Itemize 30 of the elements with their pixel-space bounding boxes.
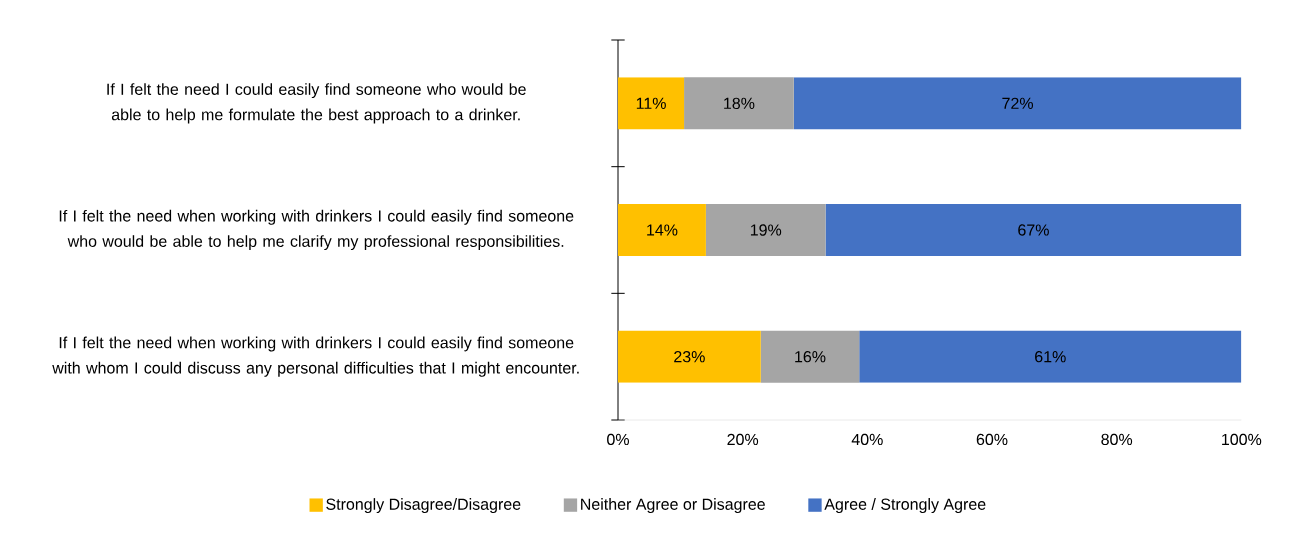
bar bbox=[618, 77, 685, 130]
bar bbox=[705, 204, 826, 256]
y-tick-label: If I felt the need when working with drinkers I could easily find someone with whom I could discuss any personal difficulties that I might encounter. bbox=[52, 336, 579, 377]
x-tick-label: 0% bbox=[607, 433, 629, 446]
bar bbox=[859, 330, 1242, 383]
data-label: 67% bbox=[1018, 224, 1049, 236]
data-label: 72% bbox=[1002, 97, 1034, 109]
data-label: 11% bbox=[636, 97, 666, 109]
data-label: 61% bbox=[1035, 351, 1066, 363]
bar bbox=[793, 77, 1242, 130]
bar bbox=[760, 330, 860, 383]
legend-label: Agree / Strongly Agree bbox=[824, 498, 986, 514]
y-tick-label: If I felt the need I could easily find someone who would be able to help me formulate the best approach to a drinker. bbox=[107, 83, 526, 124]
x-tick-label: 60% bbox=[976, 433, 1008, 446]
x-tick-label: 20% bbox=[727, 433, 759, 446]
legend-label: Strongly Disagree/Disagree bbox=[326, 498, 521, 514]
x-tick-label: 80% bbox=[1101, 433, 1133, 446]
y-tick-label: If I felt the need when working with drinkers I could easily find someone who would be able to help me clarify my professional responsibilities. bbox=[59, 209, 574, 251]
x-tick-label: 40% bbox=[851, 433, 883, 446]
data-label: 23% bbox=[674, 351, 705, 363]
legend-label: Neither Agree or Disagree bbox=[581, 498, 765, 514]
data-label: 18% bbox=[724, 97, 755, 110]
x-tick-label: 100% bbox=[1222, 433, 1262, 446]
data-label: 14% bbox=[647, 224, 678, 236]
bar bbox=[684, 77, 794, 130]
data-label: 19% bbox=[750, 224, 782, 236]
bar bbox=[618, 330, 761, 383]
data-label: 16% bbox=[795, 351, 826, 363]
bar bbox=[618, 204, 706, 256]
bar bbox=[825, 204, 1242, 256]
